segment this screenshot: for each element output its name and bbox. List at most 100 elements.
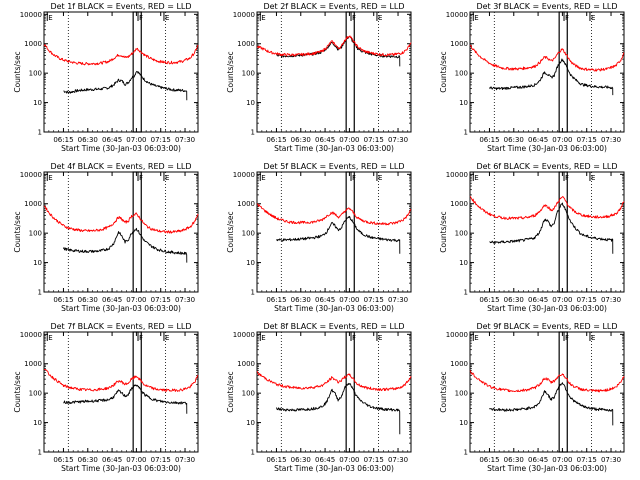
y-tick-label: 100: [455, 70, 468, 78]
y-axis-label: Counts/sec: [439, 51, 448, 92]
x-tick-label: 06:30: [291, 296, 311, 304]
y-tick-label: 10000: [446, 171, 468, 179]
plot-frame: [256, 11, 412, 133]
y-tick-label: 10: [246, 99, 255, 107]
x-tick-label: 06:45: [102, 296, 122, 304]
y-tick-label: 10000: [233, 331, 255, 339]
flare-interval-box: [558, 331, 568, 453]
y-tick-label: 10000: [20, 11, 42, 19]
marker-label: F: [139, 334, 143, 342]
x-axis-label: Start Time (30-Jan-03 06:03:00): [274, 464, 394, 473]
events-series-line: [276, 35, 401, 67]
panel-det-6: Det 6f BLACK = Events, RED = LLD 1 10 100 10…: [439, 162, 625, 313]
y-tick-label: 1000: [237, 360, 255, 368]
x-tick-label: 07:00: [339, 296, 359, 304]
x-tick-label: 07:00: [126, 136, 146, 144]
panel-title: Det 6f BLACK = Events, RED = LLD: [476, 162, 617, 171]
x-tick-label: 07:00: [126, 296, 146, 304]
y-tick-label: 10000: [20, 331, 42, 339]
x-tick-label: 07:15: [364, 456, 384, 464]
marker-label: F: [352, 14, 356, 22]
panel-title: Det 8f BLACK = Events, RED = LLD: [263, 322, 404, 331]
y-tick-label: 10: [459, 99, 468, 107]
panel-det-5: Det 5f BLACK = Events, RED = LLD 1 10 100 10…: [226, 162, 412, 313]
marker-label: E: [48, 334, 52, 342]
x-axis-label: Start Time (30-Jan-03 06:03:00): [274, 144, 394, 153]
x-tick-label: 06:15: [53, 296, 73, 304]
marker-label: F: [352, 334, 356, 342]
flare-interval-box: [345, 171, 355, 293]
marker-label: F: [352, 174, 356, 182]
marker-label: E: [261, 14, 265, 22]
flare-interval-box: [345, 331, 355, 453]
marker-label: E: [474, 14, 478, 22]
marker-label: E: [591, 174, 595, 182]
y-tick-label: 1000: [237, 40, 255, 48]
y-tick-label: 100: [242, 390, 255, 398]
y-tick-label: 1: [464, 129, 468, 137]
flare-interval-box: [132, 331, 142, 453]
marker-label: E: [165, 14, 169, 22]
x-tick-label: 07:00: [126, 456, 146, 464]
marker-label: E: [591, 334, 595, 342]
flare-interval-box: [345, 11, 355, 133]
panel-title: Det 2f BLACK = Events, RED = LLD: [263, 2, 404, 11]
y-tick-label: 100: [242, 230, 255, 238]
events-series-line: [489, 202, 614, 254]
x-axis-label: Start Time (30-Jan-03 06:03:00): [487, 304, 607, 313]
plot-frame: [256, 331, 412, 453]
events-series-line: [63, 227, 188, 263]
x-axis-label: Start Time (30-Jan-03 06:03:00): [61, 464, 181, 473]
x-tick-label: 06:15: [53, 136, 73, 144]
marker-label: E: [261, 174, 265, 182]
y-tick-label: 10: [246, 419, 255, 427]
marker-label: E: [378, 334, 382, 342]
marker-label: F: [565, 174, 569, 182]
x-tick-label: 07:30: [388, 136, 408, 144]
marker-label: F: [139, 174, 143, 182]
x-tick-label: 07:30: [601, 136, 621, 144]
events-series-line: [276, 215, 401, 254]
marker-label: E: [591, 14, 595, 22]
panel-title: Det 1f BLACK = Events, RED = LLD: [50, 2, 191, 11]
y-axis-label: Counts/sec: [13, 371, 22, 412]
panel-title: Det 4f BLACK = Events, RED = LLD: [50, 162, 191, 171]
plot-frame: [43, 171, 199, 293]
flare-interval-box: [132, 171, 142, 293]
y-tick-label: 10: [459, 419, 468, 427]
x-tick-label: 07:15: [364, 296, 384, 304]
x-tick-label: 06:45: [102, 136, 122, 144]
lld-series-line: [469, 44, 625, 72]
flare-interval-box: [132, 11, 142, 133]
y-tick-label: 10: [33, 99, 42, 107]
x-tick-label: 07:00: [339, 456, 359, 464]
y-tick-label: 100: [29, 70, 42, 78]
y-tick-label: 10000: [20, 171, 42, 179]
panel-det-4: Det 4f BLACK = Events, RED = LLD 1 10 100 10…: [13, 162, 199, 313]
panel-title: Det 7f BLACK = Events, RED = LLD: [50, 322, 191, 331]
x-tick-label: 06:45: [528, 296, 548, 304]
x-tick-label: 06:15: [479, 456, 499, 464]
y-axis-label: Counts/sec: [226, 371, 235, 412]
x-tick-label: 06:15: [479, 296, 499, 304]
y-axis-label: Counts/sec: [226, 211, 235, 252]
y-tick-label: 1: [38, 289, 42, 297]
y-axis-label: Counts/sec: [13, 51, 22, 92]
x-tick-label: 07:00: [339, 136, 359, 144]
x-axis-label: Start Time (30-Jan-03 06:03:00): [61, 304, 181, 313]
x-tick-label: 07:00: [552, 456, 572, 464]
y-axis-label: Counts/sec: [226, 51, 235, 92]
x-tick-label: 06:30: [78, 456, 98, 464]
flare-interval-box: [558, 171, 568, 293]
panel-det-2: Det 2f BLACK = Events, RED = LLD 1 10 100 10…: [226, 2, 412, 153]
panel-det-1: Det 1f BLACK = Events, RED = LLD 1 10 100 10…: [13, 2, 199, 153]
y-tick-label: 1000: [24, 40, 42, 48]
x-tick-label: 07:30: [601, 296, 621, 304]
y-axis-label: Counts/sec: [439, 371, 448, 412]
panel-det-8: Det 8f BLACK = Events, RED = LLD 1 10 100 10…: [226, 322, 412, 473]
x-axis-label: Start Time (30-Jan-03 06:03:00): [61, 144, 181, 153]
marker-label: F: [139, 14, 143, 22]
y-tick-label: 1000: [450, 360, 468, 368]
x-tick-label: 07:15: [151, 456, 171, 464]
